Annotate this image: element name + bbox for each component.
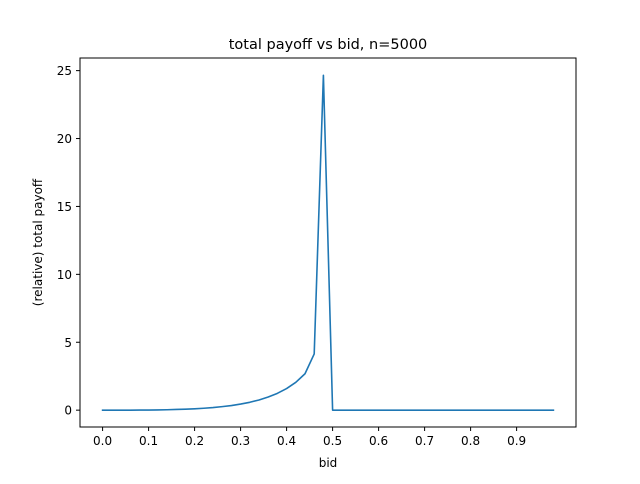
series-line [101,74,555,411]
y-axis-ticks: 0 5 10 15 20 25 [57,64,80,418]
y-tick-label: 15 [57,200,72,214]
y-tick-label: 20 [57,132,72,146]
x-tick-label: 0.5 [323,434,342,448]
x-tick-label: 0.3 [231,434,250,448]
x-tick-label: 0.2 [185,434,204,448]
x-axis-label: bid [319,456,338,470]
x-tick-label: 0.8 [461,434,480,448]
x-tick-label: 0.0 [93,434,112,448]
x-tick-label: 0.9 [507,434,526,448]
y-tick-label: 5 [64,336,72,350]
chart-title: total payoff vs bid, n=5000 [229,37,428,53]
x-tick-label: 0.4 [277,434,296,448]
x-axis-ticks: 0.0 0.1 0.2 0.3 0.4 0.5 0.6 0.7 0.8 0.9 [93,427,526,448]
plot-frame [79,57,577,428]
plot-area [79,57,577,428]
y-axis-label: (relative) total payoff [31,178,45,306]
y-tick-label: 10 [57,268,72,282]
series-layer [101,74,555,411]
y-tick-label: 0 [64,404,72,418]
x-tick-label: 0.7 [415,434,434,448]
y-tick-label: 25 [57,64,72,78]
x-tick-label: 0.6 [369,434,388,448]
x-tick-label: 0.1 [139,434,158,448]
